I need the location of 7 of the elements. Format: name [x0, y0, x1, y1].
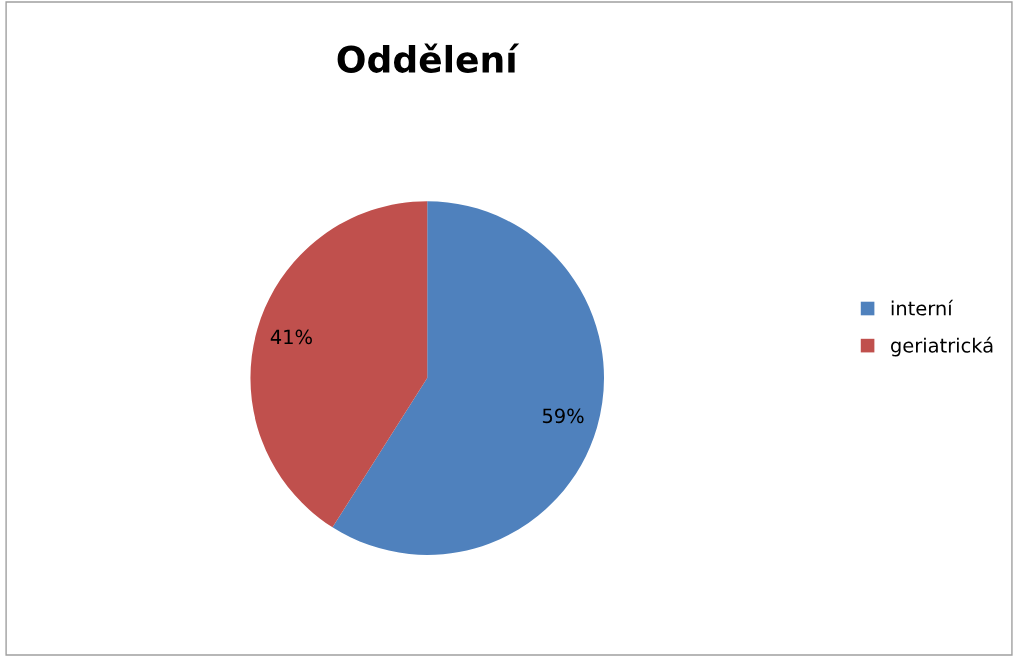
data-label: 41% — [270, 329, 312, 345]
pie-slice — [250, 201, 428, 528]
pie-slice — [332, 201, 604, 555]
legend-label: geriatrická — [891, 336, 993, 357]
legend-label: interní — [891, 299, 954, 316]
chart-title: Oddělení — [337, 43, 520, 73]
data-label: 59% — [542, 408, 584, 424]
